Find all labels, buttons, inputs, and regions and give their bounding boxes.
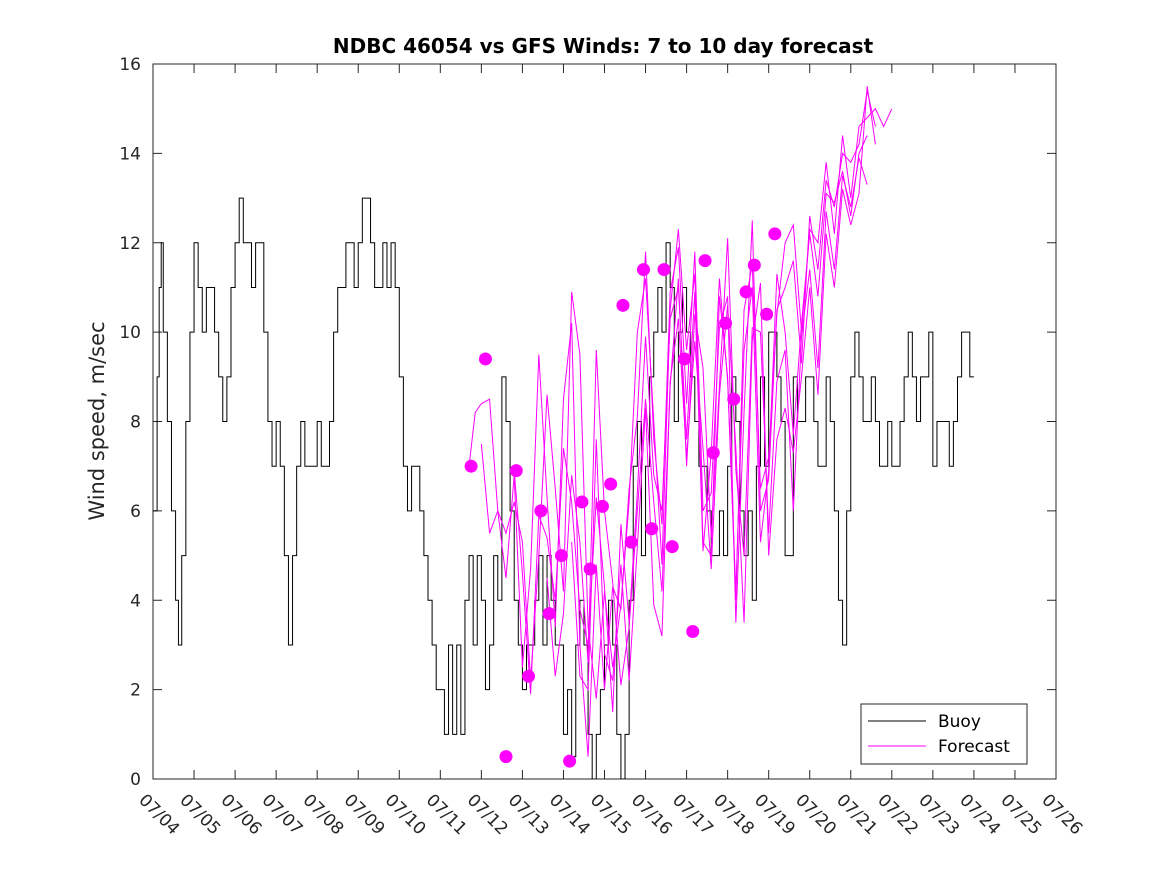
x-tick-label: 07/21 — [832, 790, 881, 839]
forecast-series-line-1 — [468, 107, 893, 699]
forecast-marker — [575, 495, 589, 509]
x-tick-label: 07/24 — [955, 790, 1004, 839]
x-tick-label: 07/10 — [381, 790, 430, 839]
x-tick-label: 07/14 — [545, 790, 594, 839]
x-tick-label: 07/12 — [463, 790, 512, 839]
y-tick-label: 14 — [119, 144, 141, 164]
x-tick-label: 07/23 — [914, 790, 963, 839]
x-tick-label: 07/08 — [299, 790, 348, 839]
x-tick-label: 07/26 — [1037, 790, 1086, 839]
forecast-marker — [604, 477, 618, 491]
y-tick-label: 4 — [130, 591, 141, 611]
forecast-marker — [563, 754, 577, 768]
forecast-marker — [595, 499, 609, 513]
forecast-marker — [657, 263, 671, 277]
x-tick-label: 07/19 — [750, 790, 799, 839]
forecast-marker — [534, 504, 548, 518]
y-tick-label: 12 — [119, 234, 141, 254]
forecast-marker — [698, 254, 712, 268]
forecast-marker — [739, 285, 753, 299]
x-tick-label: 07/06 — [217, 790, 266, 839]
legend: Buoy Forecast — [860, 703, 1028, 765]
forecast-marker — [522, 669, 536, 683]
y-tick-label: 10 — [119, 323, 141, 343]
forecast-marker — [706, 446, 720, 460]
forecast-marker — [499, 750, 513, 764]
forecast-marker — [678, 352, 692, 366]
y-tick-label: 0 — [130, 770, 141, 790]
x-tick-label: 07/15 — [586, 790, 635, 839]
forecast-series-line-5 — [571, 86, 876, 692]
forecast-marker — [747, 258, 761, 272]
forecast-marker — [645, 522, 659, 536]
legend-box — [860, 703, 1028, 765]
x-tick-label: 07/05 — [176, 790, 225, 839]
series-layer — [153, 86, 974, 779]
forecast-series-line-4 — [546, 157, 868, 686]
x-tick-label: 07/17 — [668, 790, 717, 839]
x-tick-label: 07/07 — [258, 790, 307, 839]
forecast-marker — [616, 298, 630, 312]
forecast-marker — [478, 352, 492, 366]
x-tick-label: 07/11 — [422, 790, 471, 839]
legend-label-buoy: Buoy — [938, 712, 981, 732]
x-tick-label: 07/22 — [873, 790, 922, 839]
forecast-marker — [542, 607, 556, 621]
forecast-marker — [464, 459, 478, 473]
x-tick-label: 07/20 — [791, 790, 840, 839]
forecast-marker — [768, 227, 782, 241]
forecast-marker — [554, 549, 568, 563]
x-tick-label: 07/16 — [627, 790, 676, 839]
forecast-marker — [665, 540, 679, 554]
forecast-marker — [624, 535, 638, 549]
forecast-marker — [719, 316, 733, 330]
x-tick-label: 07/13 — [504, 790, 553, 839]
x-tick-label: 07/18 — [709, 790, 758, 839]
x-tick-label: 07/04 — [134, 790, 183, 839]
y-tick-label: 2 — [130, 681, 141, 701]
buoy-series-line — [153, 197, 974, 779]
y-tick-label: 8 — [130, 413, 141, 433]
x-tick-label: 07/25 — [996, 790, 1045, 839]
y-tick-label: 6 — [130, 502, 141, 522]
y-axis-label: Wind speed, m/sec — [85, 321, 109, 520]
forecast-marker — [636, 263, 650, 277]
forecast-series-line-3 — [513, 135, 868, 713]
forecast-marker — [760, 307, 774, 321]
y-tick-label: 16 — [119, 55, 141, 75]
legend-label-forecast: Forecast — [938, 737, 1010, 757]
forecast-marker — [727, 392, 741, 406]
forecast-marker — [686, 625, 700, 639]
chart-title: NDBC 46054 vs GFS Winds: 7 to 10 day for… — [333, 34, 874, 58]
x-tick-label: 07/09 — [340, 790, 389, 839]
forecast-marker — [509, 464, 523, 478]
forecast-series-line-2 — [480, 90, 876, 757]
forecast-marker — [583, 562, 597, 576]
